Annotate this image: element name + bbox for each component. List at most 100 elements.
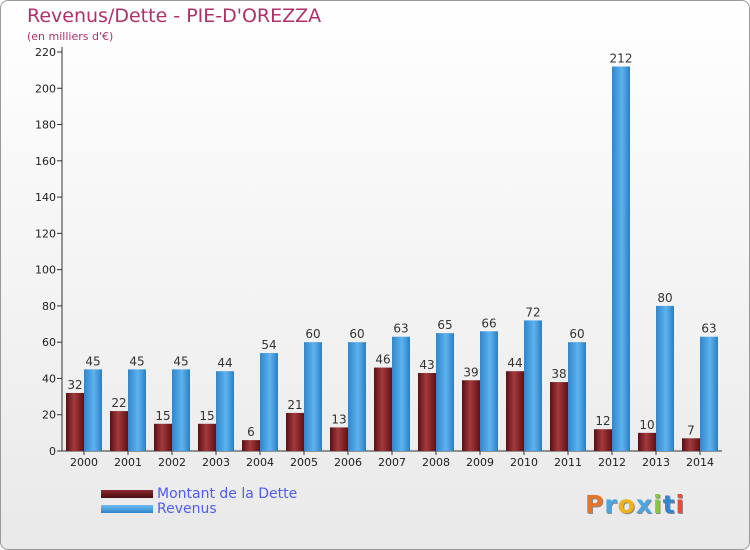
data-label: 60 xyxy=(305,327,320,341)
debt-bar xyxy=(594,429,612,451)
data-label: 32 xyxy=(67,378,82,392)
debt-bar xyxy=(198,423,216,451)
revenue-bar xyxy=(260,353,278,451)
data-label: 12 xyxy=(595,414,610,428)
data-label: 46 xyxy=(375,353,390,367)
debt-bar xyxy=(286,412,304,451)
data-label: 43 xyxy=(419,358,434,372)
data-label: 45 xyxy=(129,354,144,368)
data-label: 60 xyxy=(569,327,584,341)
data-label: 65 xyxy=(437,318,452,332)
revenue-bar xyxy=(656,305,674,451)
y-tick-label: 200 xyxy=(35,82,56,95)
data-label: 44 xyxy=(217,356,232,370)
data-label: 80 xyxy=(657,291,672,305)
data-label: 44 xyxy=(507,356,522,370)
data-label: 38 xyxy=(551,367,566,381)
data-labels: 3245224515451544654216013604663436539664… xyxy=(67,52,716,440)
logo-letter: i xyxy=(653,490,663,519)
logo-letter: o xyxy=(617,490,636,519)
bars xyxy=(66,66,718,451)
data-label: 22 xyxy=(111,396,126,410)
revenue-bar xyxy=(392,336,410,451)
revenue-bar xyxy=(612,66,630,451)
debt-bar xyxy=(110,411,128,451)
x-tick-label: 2008 xyxy=(422,456,450,469)
revenue-bar xyxy=(172,369,190,451)
x-tick-label: 2006 xyxy=(334,456,362,469)
y-tick-label: 20 xyxy=(42,409,56,422)
y-tick-label: 160 xyxy=(35,155,56,168)
x-tick-label: 2010 xyxy=(510,456,538,469)
data-label: 72 xyxy=(525,305,540,319)
y-tick-label: 60 xyxy=(42,336,56,349)
revenue-bar xyxy=(216,371,234,451)
y-tick-label: 180 xyxy=(35,119,56,132)
debt-bar xyxy=(418,373,436,451)
logo-letter: r xyxy=(604,490,618,519)
x-tick-label: 2014 xyxy=(686,456,714,469)
x-tick-label: 2002 xyxy=(158,456,186,469)
data-label: 39 xyxy=(463,365,478,379)
legend-swatch-revenue xyxy=(101,505,153,513)
revenue-bar xyxy=(524,320,542,451)
debt-bar xyxy=(506,371,524,451)
logo-letter: x xyxy=(635,490,653,519)
legend-swatch-debt xyxy=(101,490,153,498)
data-label: 66 xyxy=(481,316,496,330)
data-label: 21 xyxy=(287,398,302,412)
data-label: 15 xyxy=(155,409,170,423)
logo-letter: P xyxy=(585,490,605,519)
data-label: 6 xyxy=(247,425,255,439)
y-tick-label: 0 xyxy=(49,445,56,458)
x-tick-label: 2011 xyxy=(554,456,582,469)
debt-bar xyxy=(682,438,700,451)
chart-title: Revenus/Dette - PIE-D'OREZZA xyxy=(27,5,322,27)
data-label: 54 xyxy=(261,338,276,352)
y-tick-label: 220 xyxy=(35,46,56,59)
x-tick-label: 2000 xyxy=(70,456,98,469)
x-tick-label: 2012 xyxy=(598,456,626,469)
revenue-bar xyxy=(700,336,718,451)
debt-bar xyxy=(66,392,84,451)
y-tick-label: 140 xyxy=(35,191,56,204)
logo-letter: t xyxy=(662,490,676,519)
data-label: 13 xyxy=(331,412,346,426)
x-tick-label: 2001 xyxy=(114,456,142,469)
revenue-bar xyxy=(436,333,454,451)
logo-letter: i xyxy=(675,490,686,519)
data-label: 63 xyxy=(701,322,716,336)
legend-label-debt: Montant de la Dette xyxy=(157,486,298,502)
data-label: 10 xyxy=(639,418,654,432)
y-tick-label: 80 xyxy=(42,300,56,313)
proxiti-logo: Proxiti xyxy=(585,490,685,519)
x-tick-label: 2009 xyxy=(466,456,494,469)
debt-bar xyxy=(550,382,568,451)
revenue-bar xyxy=(568,342,586,451)
legend-label-revenue: Revenus xyxy=(157,501,217,517)
revenue-bar xyxy=(128,369,146,451)
y-tick-label: 100 xyxy=(35,264,56,277)
x-tick-label: 2004 xyxy=(246,456,274,469)
y-tick-label: 120 xyxy=(35,227,56,240)
debt-bar xyxy=(242,440,260,451)
data-label: 63 xyxy=(393,322,408,336)
data-label: 212 xyxy=(610,52,633,66)
data-label: 45 xyxy=(173,354,188,368)
data-label: 15 xyxy=(199,409,214,423)
revenue-bar xyxy=(84,369,102,451)
revenue-bar xyxy=(348,342,366,451)
debt-bar xyxy=(154,423,172,451)
x-tick-label: 2007 xyxy=(378,456,406,469)
debt-bar xyxy=(330,427,348,451)
debt-bar xyxy=(462,380,480,451)
x-tick-label: 2005 xyxy=(290,456,318,469)
y-tick-label: 40 xyxy=(42,372,56,385)
data-label: 60 xyxy=(349,327,364,341)
revenue-bar xyxy=(304,342,322,451)
x-tick-label: 2003 xyxy=(202,456,230,469)
data-label: 45 xyxy=(85,354,100,368)
debt-bar xyxy=(638,432,656,451)
